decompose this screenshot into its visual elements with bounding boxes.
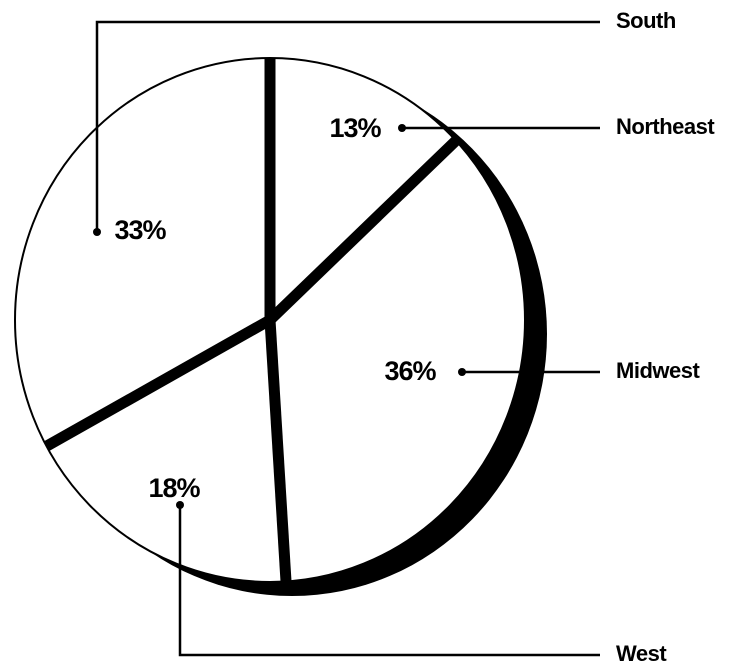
category-label: West — [616, 641, 667, 666]
category-label: Midwest — [616, 358, 700, 383]
pie-slice — [270, 58, 456, 320]
value-label: 13% — [329, 113, 381, 143]
slice-divider — [266, 136, 460, 324]
slice-divider — [43, 315, 273, 452]
leader-dot — [398, 124, 406, 132]
category-label: Northeast — [616, 114, 715, 139]
pie-slice — [14, 58, 271, 447]
leader-dot — [458, 368, 466, 376]
value-label: 36% — [384, 356, 436, 386]
leader-dot — [93, 228, 101, 236]
value-label: 18% — [148, 473, 200, 503]
leader-dot — [176, 501, 184, 509]
category-label: South — [616, 8, 676, 33]
leader-line — [95, 20, 600, 232]
pie-slice — [270, 140, 526, 582]
pie-slice — [46, 320, 287, 582]
value-label: 33% — [114, 215, 166, 245]
slice-divider — [264, 319, 292, 582]
leader-line — [178, 505, 600, 657]
